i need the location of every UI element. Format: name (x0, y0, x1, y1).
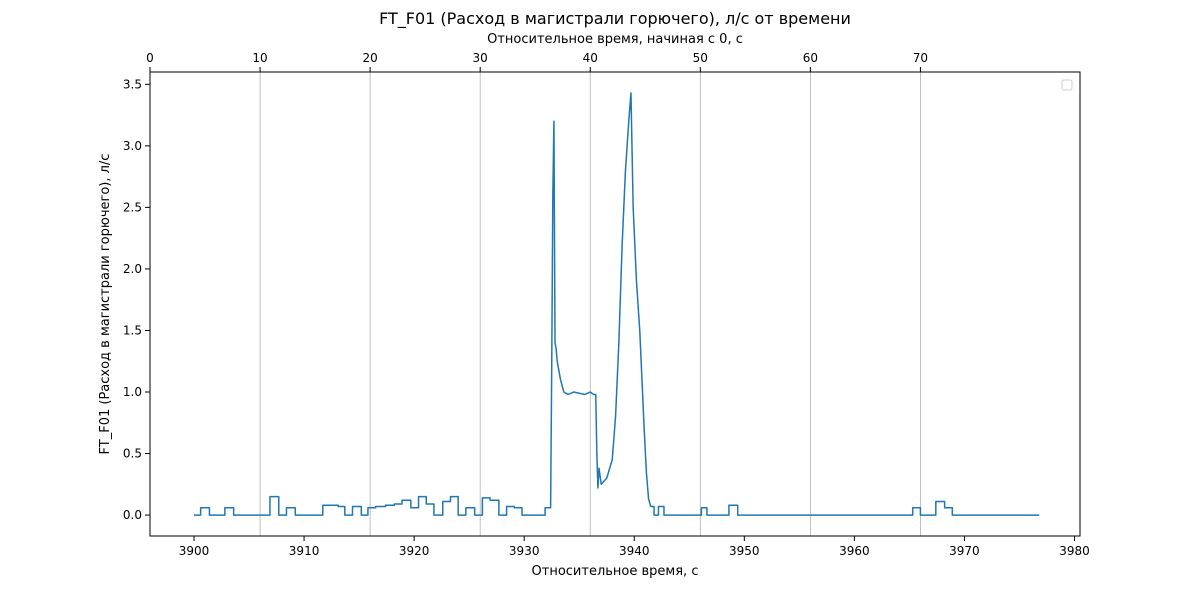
x2-tick-label: 50 (693, 51, 708, 65)
x-tick-label: 3940 (619, 544, 650, 558)
chart-title: FT_F01 (Расход в магистрали горючего), л… (379, 9, 851, 29)
x2-tick-label: 0 (146, 51, 154, 65)
x-axis-label: Относительное время, с (532, 564, 699, 579)
axes-frame (149, 71, 1081, 537)
x-tick-label: 3910 (289, 544, 320, 558)
y-tick-label: 0.0 (123, 508, 142, 522)
x2-tick-label: 20 (362, 51, 377, 65)
x-tick-label: 3900 (179, 544, 210, 558)
y-axis-label: FT_F01 (Расход в магистрали горючего), л… (98, 154, 113, 455)
x-axis: 3900 3910 3920 3930 3940 3950 3960 3970 3980 (179, 536, 1090, 558)
y-tick-label: 2.0 (123, 262, 142, 276)
y-tick-label: 1.5 (123, 323, 142, 337)
y-tick-label: 2.5 (123, 200, 142, 214)
legend-box (1061, 79, 1073, 91)
x2-tick-label: 40 (583, 51, 598, 65)
plot-area (194, 92, 1040, 516)
x-tick-label: 3920 (399, 544, 430, 558)
grid (259, 72, 921, 536)
x2-tick-label: 70 (913, 51, 928, 65)
x-tick-label: 3980 (1059, 544, 1090, 558)
y-tick-label: 3.5 (123, 77, 142, 91)
y-axis: 0.0 0.5 1.0 1.5 2.0 2.5 3.0 3.5 (123, 77, 150, 522)
series-line (194, 92, 1040, 516)
secondary-x-axis: 0 10 20 30 40 50 60 70 (146, 51, 928, 72)
x-tick-label: 3970 (949, 544, 980, 558)
x-tick-label: 3960 (839, 544, 870, 558)
y-tick-label: 0.5 (123, 447, 142, 461)
x2-tick-label: 30 (473, 51, 488, 65)
x-tick-label: 3930 (509, 544, 540, 558)
x2-tick-label: 60 (803, 51, 818, 65)
x-tick-label: 3950 (729, 544, 760, 558)
y-tick-label: 1.0 (123, 385, 142, 399)
y-tick-label: 3.0 (123, 139, 142, 153)
x2-tick-label: 10 (252, 51, 267, 65)
x2-axis-label: Относительное время, начиная с 0, с (487, 32, 743, 47)
